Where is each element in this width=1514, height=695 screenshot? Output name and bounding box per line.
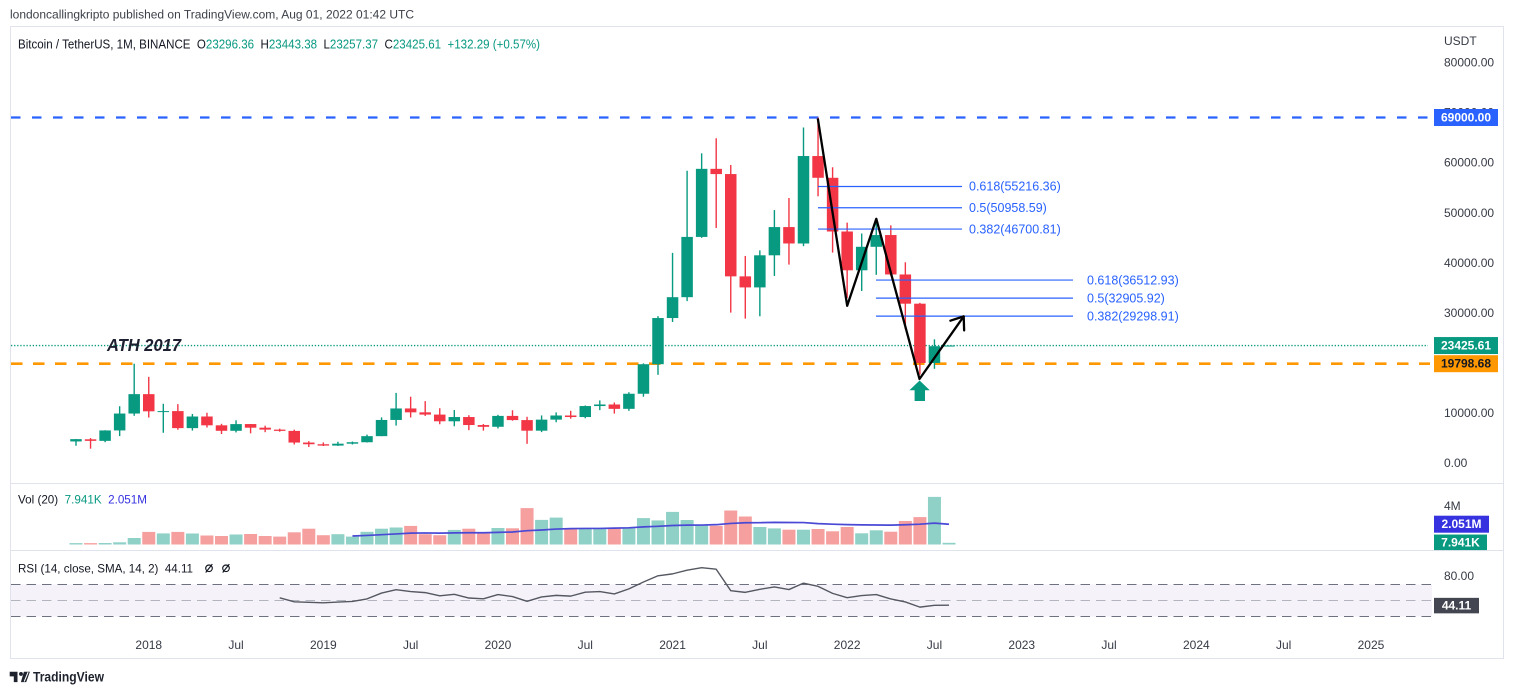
svg-text:2.051M: 2.051M — [1441, 517, 1481, 531]
svg-text:2022: 2022 — [834, 638, 861, 652]
svg-text:69000.00: 69000.00 — [1441, 111, 1491, 125]
svg-text:2020: 2020 — [485, 638, 512, 652]
svg-text:Vol (20) 7.941K 2.051M: Vol (20) 7.941K 2.051M — [18, 493, 147, 507]
svg-text:2019: 2019 — [310, 638, 337, 652]
svg-text:23425.61: 23425.61 — [1441, 339, 1491, 353]
svg-text:4M: 4M — [1444, 499, 1461, 513]
svg-text:2021: 2021 — [659, 638, 686, 652]
svg-text:0.382(29298.91): 0.382(29298.91) — [1087, 309, 1179, 323]
svg-text:2024: 2024 — [1183, 638, 1210, 652]
svg-text:ATH 2017: ATH 2017 — [106, 335, 182, 355]
svg-text:0.00: 0.00 — [1444, 456, 1468, 470]
svg-text:londoncallingkripto published: londoncallingkripto published on Trading… — [10, 7, 414, 21]
svg-text:10000.00: 10000.00 — [1444, 406, 1494, 420]
svg-text:0.5(32905.92): 0.5(32905.92) — [1087, 291, 1165, 305]
svg-text:2025: 2025 — [1358, 638, 1385, 652]
svg-text:19798.68: 19798.68 — [1441, 357, 1491, 371]
svg-text:7.941K: 7.941K — [1441, 535, 1480, 549]
svg-text:USDT: USDT — [1444, 34, 1477, 48]
svg-text:Jul: Jul — [578, 638, 593, 652]
svg-text:40000.00: 40000.00 — [1444, 256, 1494, 270]
svg-text:Jul: Jul — [927, 638, 942, 652]
svg-text:Jul: Jul — [1276, 638, 1291, 652]
svg-text:0.618(36512.93): 0.618(36512.93) — [1087, 273, 1179, 287]
svg-text:Jul: Jul — [403, 638, 418, 652]
svg-text:0.382(46700.81): 0.382(46700.81) — [969, 222, 1061, 236]
svg-text:50000.00: 50000.00 — [1444, 206, 1494, 220]
svg-text:TradingView: TradingView — [33, 670, 104, 685]
svg-text:Jul: Jul — [752, 638, 767, 652]
svg-text:Jul: Jul — [1101, 638, 1116, 652]
svg-text:80000.00: 80000.00 — [1444, 56, 1494, 70]
svg-text:30000.00: 30000.00 — [1444, 306, 1494, 320]
svg-text:80.00: 80.00 — [1444, 569, 1474, 583]
svg-text:Bitcoin / TetherUS, 1M, BINANC: Bitcoin / TetherUS, 1M, BINANCE O23296.3… — [18, 37, 540, 51]
svg-text:2018: 2018 — [135, 638, 162, 652]
svg-text:0.618(55216.36): 0.618(55216.36) — [969, 180, 1061, 194]
svg-text:44.11: 44.11 — [1442, 599, 1472, 613]
svg-text:RSI (14, close, SMA, 14, 2) 4: RSI (14, close, SMA, 14, 2) 44.11 — [18, 561, 193, 575]
svg-text:2023: 2023 — [1008, 638, 1035, 652]
svg-text:0.5(50958.59): 0.5(50958.59) — [969, 201, 1047, 215]
svg-text:60000.00: 60000.00 — [1444, 156, 1494, 170]
svg-text:Jul: Jul — [228, 638, 243, 652]
